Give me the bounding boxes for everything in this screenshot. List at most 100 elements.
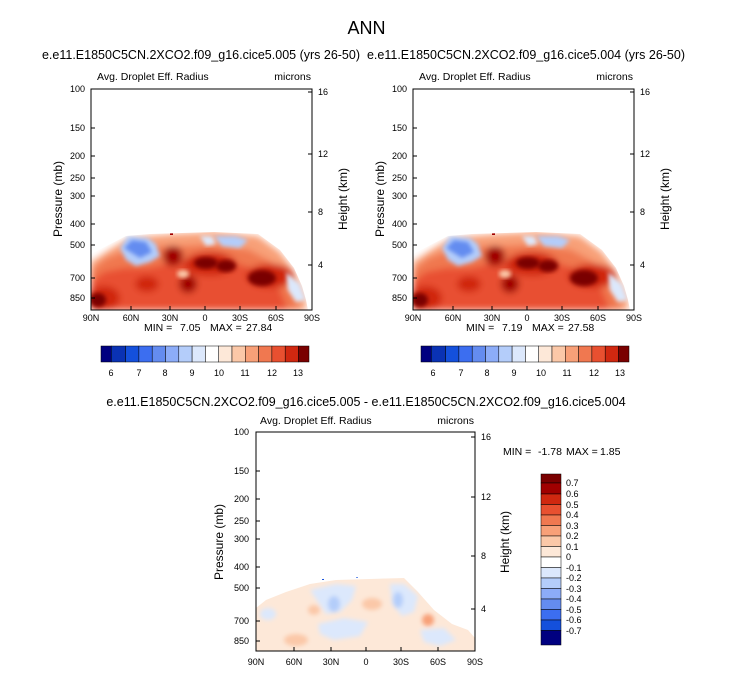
panel-2-colorbar-box (551, 345, 566, 363)
panel-3-colorbar-label: 0.4 (566, 510, 579, 520)
panel-3-lat-tick: 60S (430, 657, 446, 667)
panel-3-colorbar-label: 0.5 (566, 500, 579, 510)
panel-2-lat-tick: 90N (405, 313, 422, 323)
panel-2-lat-tick: 60S (590, 313, 606, 323)
panel-2-max-value: 27.58 (568, 322, 594, 334)
panel-2-y-tick: 150 (392, 123, 407, 133)
panel-1-axes: 100 150 200 250 300 400 500 700 850 16 1… (70, 84, 328, 323)
panel-3-colorbar-box (540, 588, 562, 600)
panel-2-title: e.e11.E1850C5CN.2XCO2.f09_g16.cice5.004 … (367, 48, 685, 62)
panel-1-colorbar-box (111, 345, 126, 363)
panel-2-lat-tick: 90S (626, 313, 642, 323)
panel-1-colorbar-box (138, 345, 153, 363)
panel-3-y-tick: 200 (234, 494, 249, 504)
panel-1-colorbar-box (205, 345, 219, 363)
panel-3-colorbar-box (540, 609, 562, 621)
panel-3-colorbar-box (540, 473, 562, 484)
panel-2-colorbar-label: 13 (615, 368, 625, 378)
panel-1-colorbar-label: 9 (189, 368, 194, 378)
panel-3-colorbar-box (540, 567, 562, 579)
panel-3-y-tick: 100 (234, 427, 249, 437)
panel-1-lat-tick: 90N (83, 313, 100, 323)
panel-1-colorbar-label: 7 (136, 368, 141, 378)
panel-3-colorbar-label: 0.6 (566, 489, 579, 499)
panel-3-variable-label: Avg. Droplet Eff. Radius (260, 415, 372, 427)
panel-1-variable-label: Avg. Droplet Eff. Radius (97, 71, 209, 83)
panel-2-y-tick: 200 (392, 151, 407, 161)
panel-1-lat-tick: 90S (304, 313, 320, 323)
panel-1-colorbar-label: 10 (214, 368, 224, 378)
panel-1-colorbar-box (298, 345, 310, 363)
panel-3-colorbar-box (540, 598, 562, 610)
panel-1-units-label: microns (274, 71, 311, 83)
panel-3-colorbar-label: -0.1 (566, 563, 582, 573)
panel-1-colorbar: 6 7 8 9 10 11 12 13 (100, 345, 310, 378)
panel-3-colorbar-box (540, 514, 562, 526)
panel-3-colorbar-box (540, 504, 562, 516)
panel-1-colorbar-label: 12 (267, 368, 277, 378)
panel-2-colorbar-label: 11 (562, 368, 571, 378)
panel-2-colorbar-box (578, 345, 593, 363)
panel-1-lat-tick: 60N (123, 313, 140, 323)
panel-2-height-tick: 12 (640, 149, 650, 159)
panel-1-colorbar-box (100, 345, 112, 363)
panel-3-field (256, 432, 475, 651)
panel-2-colorbar-label: 7 (458, 368, 463, 378)
panel-3-lat-tick: 60N (286, 657, 303, 667)
panel-1-y-tick: 850 (70, 293, 85, 303)
panel-3-y-tick: 150 (234, 466, 249, 476)
panel-1-height-tick: 12 (318, 149, 328, 159)
panel-2-height-tick: 16 (640, 87, 650, 97)
panel-2-ylabel-right: Height (km) (658, 168, 672, 230)
panel-3-colorbar-box (540, 482, 562, 495)
panel-1-frame (90, 88, 313, 311)
panel-1-colorbar-label: 6 (108, 368, 113, 378)
panel-1-max-value: 27.84 (246, 322, 272, 334)
panel-1-height-tick: 16 (318, 87, 328, 97)
panel-3-colorbar-box (540, 630, 562, 646)
panel-2-colorbar-label: 6 (430, 368, 435, 378)
panel-3-colorbar-label: 0 (566, 552, 571, 562)
panel-1-colorbar-box (245, 345, 259, 363)
panel-3-y-tick: 850 (234, 636, 249, 646)
panel-3-max-label: MAX = (566, 446, 598, 458)
panel-3-colorbar-box (540, 577, 562, 589)
panel-3-colorbar-label: -0.7 (566, 626, 582, 636)
panel-2-lat-tick: 60N (445, 313, 462, 323)
panel-2-colorbar-box (604, 345, 619, 363)
panel-1-min-label: MIN = (144, 322, 172, 334)
figure-title: ANN (347, 18, 385, 38)
panel-3-lat-tick: 90N (248, 657, 265, 667)
panel-1-y-tick: 250 (70, 173, 85, 183)
panel-3-colorbar-box (540, 535, 562, 547)
panel-3-min-value: -1.78 (538, 446, 562, 458)
panel-1-min-max: MIN = 7.05 MAX = 27.84 (144, 322, 272, 334)
panel-3-colorbar-box (540, 525, 562, 537)
panel-3-height-tick: 4 (481, 604, 486, 614)
panel-3-axes: 100 150 200 250 300 400 500 700 850 16 1… (234, 427, 491, 667)
panel-3-colorbar-label: 0.7 (566, 478, 579, 488)
panel-2-colorbar-box (431, 345, 446, 363)
panel-1-title: e.e11.E1850C5CN.2XCO2.f09_g16.cice5.005 … (42, 48, 360, 62)
panel-3-y-tick: 300 (234, 534, 249, 544)
panel-3-colorbar: 0.7 0.6 0.5 0.4 0.3 0.2 0.1 0 -0.1 -0.2 … (540, 473, 582, 646)
panel-2-colorbar: 6 7 8 9 10 11 12 13 (420, 345, 630, 378)
panel-3-colorbar-box (540, 556, 562, 568)
panel-2-variable-label: Avg. Droplet Eff. Radius (419, 71, 531, 83)
panel-1-colorbar-box (165, 345, 180, 363)
panel-2-height-tick: 8 (640, 207, 645, 217)
panel-2-min-label: MIN = (466, 322, 494, 334)
panel-2-y-tick: 100 (392, 84, 407, 94)
panel-1-lat-tick: 30S (232, 313, 248, 323)
panel-3-lat-tick: 90S (467, 657, 483, 667)
panel-3-colorbar-label: 0.2 (566, 531, 579, 541)
panel-1-colorbar-label: 8 (162, 368, 167, 378)
panel-2-colorbar-box (565, 345, 579, 363)
panel-2-colorbar-box (525, 345, 539, 363)
panel-3-height-tick: 8 (481, 551, 486, 561)
panel-2-colorbar-box (485, 345, 500, 363)
panel-2-lat-tick: 30N (484, 313, 501, 323)
panel-2-y-tick: 850 (392, 293, 407, 303)
panel-2-frame (412, 88, 635, 311)
